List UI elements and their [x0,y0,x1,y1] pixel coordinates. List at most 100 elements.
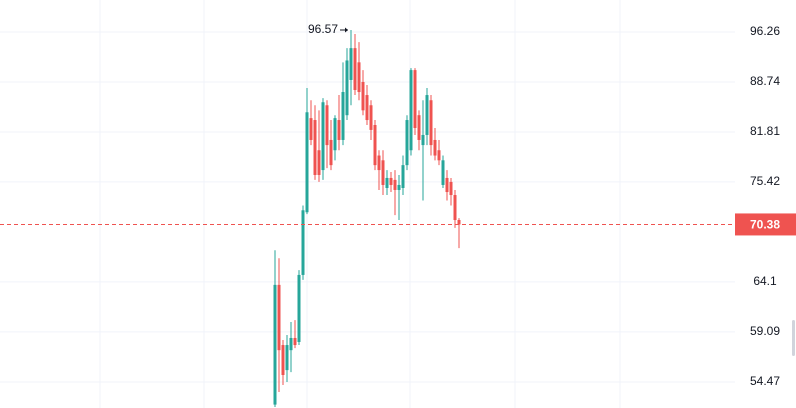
y-tick-label: 81.81 [750,124,780,138]
candle [401,155,405,196]
candle-body [405,120,409,166]
candle-body [397,184,401,190]
candle [449,177,453,206]
candle [305,87,309,215]
candle-body [421,134,425,146]
candle-body [301,210,305,275]
candle-body [369,105,373,130]
candle [321,98,325,180]
candle-body [341,92,345,140]
candle [381,150,385,196]
candle-body [377,155,381,171]
scrollbar[interactable] [792,320,795,356]
candle-body [297,274,301,342]
candle-body [337,120,341,140]
last-price-box [735,213,796,236]
candle-body [353,48,357,90]
candle [421,100,425,201]
candle-body [313,120,317,175]
candle [325,100,329,169]
candle [361,70,365,116]
candle [289,322,293,373]
candle [409,68,413,156]
candle [273,250,277,407]
candle-body [325,105,329,146]
candle-body [453,195,457,221]
candle-body [361,81,365,111]
candle-body [425,95,429,135]
candle-body [317,150,321,175]
candle-body [349,48,353,80]
candle [333,115,337,161]
candle [405,115,409,171]
candle-body [393,179,397,190]
candle [433,127,437,161]
candle-body [289,337,293,351]
candle [329,120,333,171]
candle [293,320,297,349]
candle-body [445,177,449,193]
candle [453,189,457,228]
candle [437,139,441,166]
candle-body [409,70,413,151]
candle [413,68,417,135]
candle [445,170,449,201]
candle [277,258,281,392]
max-arrow-head [345,27,348,33]
candle [285,334,289,382]
candle [317,110,321,182]
last-price-label: 70.38 [750,218,780,232]
candle [337,95,341,151]
candle-body [365,95,369,121]
candle [393,170,397,216]
candle [397,174,401,221]
candle [369,100,373,140]
candle [301,205,305,280]
candle [429,95,433,156]
candle [349,29,353,106]
candle-body [381,160,385,185]
candle [365,84,369,126]
y-tick-label: 54.47 [750,374,780,388]
candle [425,87,429,146]
candle [385,170,389,196]
candle-body [457,220,461,225]
candle [297,270,301,346]
candle-body [449,181,453,196]
candle-body [345,60,349,116]
y-tick-label: 75.42 [750,174,780,188]
candle-body [293,337,297,346]
y-tick-label: 64.1 [753,274,777,288]
candle-body [321,102,325,171]
candle [341,62,345,146]
y-tick-label: 96.26 [750,24,780,38]
candle-body [281,345,285,375]
candle-body [385,177,389,188]
candle-body [285,345,289,371]
y-tick-label: 59.09 [750,324,780,338]
candle [457,218,461,249]
candle [377,150,381,190]
candle-body [413,70,417,128]
candle [353,33,357,96]
candle-body [441,160,445,185]
candle-body [429,100,433,146]
candle [281,339,285,386]
candle [313,105,317,180]
candle-body [357,62,361,93]
candle-body [373,125,377,166]
candle-body [417,115,421,140]
y-tick-label: 88.74 [750,74,780,88]
vertical-grid [99,0,621,408]
candle [417,110,421,151]
candle-body [277,284,281,351]
candle-body [333,118,337,151]
candle-body [437,150,441,161]
candle [345,48,349,121]
max-label: 96.57 [308,22,338,36]
candle-body [273,284,277,405]
candle-body [389,177,393,185]
candle [389,171,393,193]
candle-body [401,165,405,188]
